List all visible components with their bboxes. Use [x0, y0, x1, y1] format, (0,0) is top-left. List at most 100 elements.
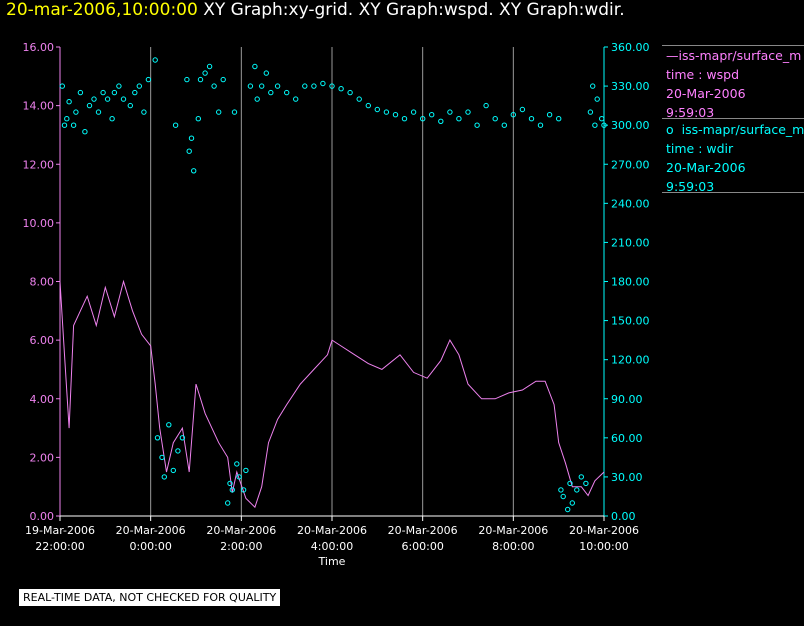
- series-wdir-point: [159, 454, 165, 461]
- title-date: 20-mar-2006,10:00:00: [6, 0, 198, 20]
- right-axis-tick-label: 360.00: [611, 41, 650, 54]
- series-wdir-point: [95, 109, 102, 115]
- series-wdir-point: [274, 83, 281, 89]
- series-wdir-point: [179, 435, 186, 441]
- legend-divider: [662, 118, 804, 119]
- quality-disclaimer: REAL-TIME DATA, NOT CHECKED FOR QUALITY: [19, 589, 281, 606]
- series-wdir-point: [594, 96, 600, 102]
- left-axis-tick-label: 6.00: [30, 334, 55, 347]
- series-wdir-point: [537, 122, 544, 128]
- chart-title: 20-mar-2006,10:00:00 XY Graph:xy-grid. X…: [6, 0, 625, 20]
- series-wdir-point: [184, 76, 190, 83]
- legend-wdir-line1: time : wdir: [666, 141, 734, 156]
- series-wdir-point: [447, 109, 453, 115]
- x-axis-tick-label: 20-Mar-2006: [569, 524, 639, 537]
- x-axis-tick-label: 20-Mar-2006: [116, 524, 186, 537]
- series-wdir-point: [311, 83, 317, 89]
- series-wdir-point: [195, 116, 202, 122]
- series-wdir-point: [565, 506, 571, 513]
- series-wdir-point: [578, 474, 584, 480]
- x-axis-tick-label: 20-Mar-2006: [297, 524, 367, 537]
- series-wdir-point: [252, 63, 258, 70]
- series-wdir-point: [247, 83, 254, 89]
- series-wdir-point: [383, 109, 390, 115]
- left-axis-tick-label: 16.00: [23, 41, 55, 54]
- series-wdir-point: [259, 83, 265, 89]
- series-wdir-point: [601, 122, 607, 128]
- x-axis-tick-label: 8:00:00: [492, 540, 534, 553]
- series-wdir-point: [392, 112, 399, 118]
- title-graphs: XY Graph:xy-grid. XY Graph:wspd. XY Grap…: [203, 0, 625, 20]
- x-axis-tick-label: 20-Mar-2006: [388, 524, 458, 537]
- series-wdir-point: [86, 102, 93, 109]
- series-wdir-point: [556, 116, 562, 122]
- series-wdir-point: [574, 487, 580, 493]
- series-wdir-point: [587, 109, 594, 115]
- series-wdir-point: [91, 96, 97, 102]
- series-wdir-point: [236, 474, 242, 480]
- right-axis-tick-label: 120.00: [611, 354, 650, 367]
- series-wdir-point: [401, 116, 408, 122]
- left-axis-tick-label: 8.00: [30, 276, 55, 289]
- right-axis-tick-label: 210.00: [611, 236, 650, 249]
- series-wdir-point: [216, 109, 222, 115]
- series-wdir-point: [329, 83, 335, 89]
- legend-wspd-line2: 20-Mar-2006: [666, 86, 746, 101]
- series-wdir-point: [197, 76, 204, 83]
- series-wdir-point: [70, 122, 77, 128]
- series-wdir-point: [132, 89, 138, 96]
- series-wdir-point: [293, 96, 299, 102]
- series-wdir-point: [175, 448, 181, 454]
- series-wdir-point: [583, 480, 589, 487]
- series-wdir-point: [365, 102, 371, 109]
- legend-wdir-line2: 20-Mar-2006: [666, 160, 746, 175]
- series-wdir-point: [567, 480, 573, 487]
- x-axis-tick-label: 19-Mar-2006: [25, 524, 95, 537]
- series-wdir-point: [569, 500, 575, 506]
- series-wdir-point: [104, 96, 111, 102]
- series-wdir-point: [483, 102, 489, 109]
- right-axis-tick-label: 60.00: [611, 432, 643, 445]
- series-wdir-point: [356, 96, 362, 102]
- legend-wspd-name: —iss-mapr/surface_m: [666, 48, 802, 63]
- series-wdir-point: [320, 80, 326, 87]
- series-wdir-point: [599, 116, 605, 122]
- series-wdir-point: [100, 89, 106, 96]
- series-wdir-point: [170, 467, 177, 474]
- legend-wdir-name: o iss-mapr/surface_m: [666, 122, 804, 137]
- right-axis-tick-label: 180.00: [611, 276, 650, 289]
- legend-wspd-line3: 9:59:03: [666, 105, 715, 120]
- left-axis-tick-label: 4.00: [30, 393, 55, 406]
- series-wdir-point: [220, 76, 226, 83]
- series-wdir-point: [127, 102, 134, 109]
- series-wdir-point: [338, 86, 344, 92]
- legend-wdir-line3: 9:59:03: [666, 179, 715, 194]
- series-wdir-point: [154, 435, 161, 441]
- series-wdir-point: [284, 89, 290, 96]
- series-wdir-point: [161, 474, 168, 480]
- series-wdir-point: [229, 487, 236, 493]
- series-wdir-point: [519, 106, 526, 113]
- right-axis-tick-label: 330.00: [611, 80, 650, 93]
- series-wdir-point: [254, 96, 260, 102]
- left-axis-tick-label: 10.00: [23, 217, 55, 230]
- series-wdir-point: [590, 83, 596, 89]
- left-axis-tick-label: 0.00: [30, 510, 55, 523]
- series-wdir-point: [474, 122, 480, 128]
- series-wdir-point: [109, 116, 115, 122]
- right-axis-tick-label: 0.00: [611, 510, 636, 523]
- series-wdir-point: [231, 109, 238, 115]
- x-axis-title: Time: [318, 555, 346, 568]
- right-axis-tick-label: 150.00: [611, 315, 650, 328]
- series-wdir-point: [188, 135, 195, 141]
- series-wdir-point: [206, 63, 213, 70]
- series-wdir-point: [410, 109, 417, 115]
- right-axis-tick-label: 270.00: [611, 158, 650, 171]
- x-axis-tick-label: 20-Mar-2006: [478, 524, 548, 537]
- right-axis-tick-label: 30.00: [611, 471, 643, 484]
- series-wdir-point: [302, 83, 308, 89]
- series-wdir-point: [592, 122, 598, 128]
- x-axis-tick-label: 22:00:00: [35, 540, 84, 553]
- left-axis-tick-label: 14.00: [23, 100, 55, 113]
- series-wdir-point: [429, 112, 435, 118]
